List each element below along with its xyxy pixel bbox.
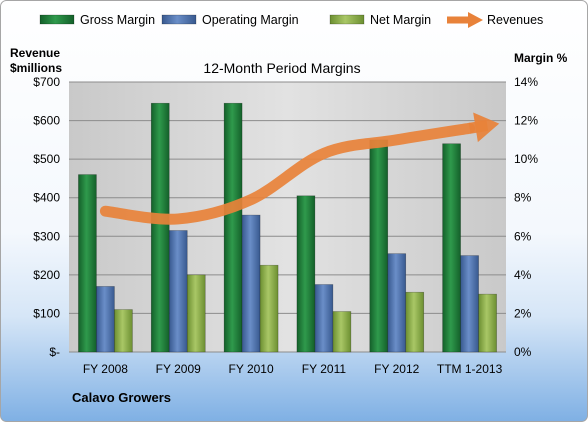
left-axis-label-line1: Revenue bbox=[10, 46, 60, 60]
right-tick-label: 8% bbox=[514, 191, 532, 205]
x-tick-label: FY 2010 bbox=[229, 362, 274, 376]
legend-key-operating-margin bbox=[161, 14, 197, 25]
bar-series bbox=[78, 102, 497, 353]
gross-margin-bar bbox=[369, 139, 389, 353]
legend: Gross Margin Operating Margin Net Margin Re… bbox=[39, 12, 543, 28]
x-tick-label: FY 2009 bbox=[156, 362, 201, 376]
operating-margin-bar bbox=[314, 284, 334, 353]
net-margin-bar bbox=[186, 274, 206, 353]
x-tick-label: FY 2012 bbox=[374, 362, 419, 376]
revenue-arrowhead bbox=[473, 112, 500, 143]
right-tick-label: 2% bbox=[514, 306, 532, 320]
right-tick-label: 6% bbox=[514, 229, 532, 243]
left-tick-label: $- bbox=[49, 345, 60, 359]
x-tick-label: FY 2008 bbox=[83, 362, 128, 376]
left-tick-label: $700 bbox=[33, 75, 60, 89]
net-margin-bar bbox=[332, 311, 352, 353]
right-tick-label: 12% bbox=[514, 114, 538, 128]
gross-margin-bar bbox=[442, 143, 461, 353]
legend-key-net-margin bbox=[329, 14, 365, 25]
left-tick-label: $300 bbox=[33, 229, 60, 243]
left-axis-ticks: $- $100 $200 $300 $400 $500 $600 $700 bbox=[33, 75, 60, 359]
right-tick-label: 4% bbox=[514, 268, 532, 282]
gross-margin-bar bbox=[223, 102, 243, 353]
right-tick-label: 14% bbox=[514, 75, 538, 89]
company-name: Calavo Growers bbox=[72, 390, 171, 405]
operating-margin-bar bbox=[96, 286, 115, 353]
net-margin-bar bbox=[114, 309, 133, 353]
left-tick-label: $600 bbox=[33, 114, 60, 128]
x-tick-label: FY 2011 bbox=[302, 362, 347, 376]
net-margin-bar bbox=[259, 264, 279, 353]
revenue-line bbox=[99, 122, 476, 225]
right-tick-label: 10% bbox=[514, 152, 538, 166]
net-margin-bar bbox=[405, 291, 425, 353]
left-tick-label: $100 bbox=[33, 306, 60, 320]
right-tick-label: 0% bbox=[514, 345, 532, 359]
left-axis-label-line2: $millions bbox=[10, 61, 62, 75]
x-axis-ticks: FY 2008 FY 2009 FY 2010 FY 2011 FY 2012 TTM 1… bbox=[83, 362, 503, 376]
x-tick-label: TTM 1-2013 bbox=[437, 362, 503, 376]
legend-label: Revenues bbox=[487, 13, 543, 27]
legend-label: Net Margin bbox=[370, 13, 431, 27]
operating-margin-bar bbox=[241, 214, 261, 353]
left-tick-label: $400 bbox=[33, 191, 60, 205]
gross-margin-bar bbox=[150, 102, 170, 353]
left-tick-label: $200 bbox=[33, 268, 60, 282]
legend-label: Gross Margin bbox=[80, 13, 155, 27]
right-axis-label: Margin % bbox=[514, 51, 568, 65]
operating-margin-bar bbox=[387, 253, 407, 353]
operating-margin-bar bbox=[168, 230, 188, 353]
net-margin-bar bbox=[478, 293, 497, 353]
gross-margin-bar bbox=[296, 195, 316, 353]
gridlines bbox=[69, 81, 506, 353]
legend-key-revenues-arrow bbox=[468, 12, 483, 28]
revenue-trend bbox=[99, 112, 500, 225]
left-tick-label: $500 bbox=[33, 152, 60, 166]
legend-label: Operating Margin bbox=[202, 13, 299, 27]
right-axis-ticks: 0% 2% 4% 6% 8% 10% 12% 14% bbox=[514, 75, 538, 359]
chart-title: 12-Month Period Margins bbox=[203, 60, 360, 76]
gross-margin-bar bbox=[78, 174, 97, 353]
legend-key-gross-margin bbox=[39, 14, 75, 25]
operating-margin-bar bbox=[460, 255, 479, 353]
